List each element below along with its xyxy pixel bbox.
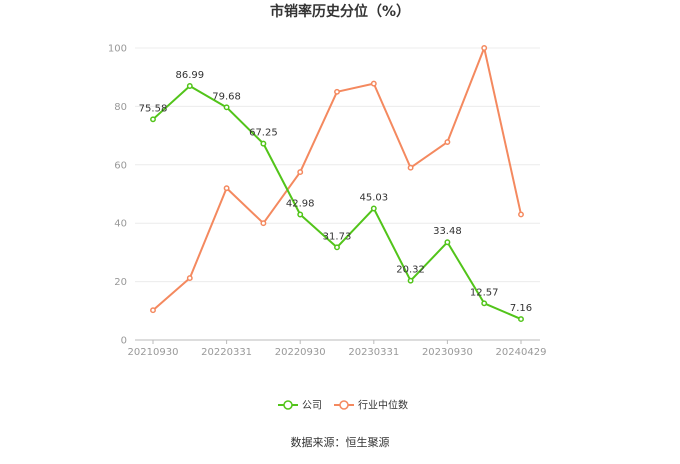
- data-point: [407, 164, 414, 171]
- data-point: [518, 211, 524, 218]
- data-point: [150, 307, 156, 314]
- data-point: [260, 220, 267, 227]
- x-tick-label: 20220930: [275, 347, 326, 358]
- axes: 0 20 40 60 80 100 20210930 20220331 20220930 2023…: [108, 44, 547, 359]
- data-point: [186, 83, 193, 89]
- data-point: [297, 211, 304, 218]
- data-point: [297, 169, 304, 176]
- data-point: [481, 300, 488, 307]
- data-point: [444, 139, 451, 145]
- data-source-note: 数据来源：恒生聚源: [291, 435, 390, 449]
- data-point: [150, 116, 156, 123]
- legend-marker-1: [339, 400, 349, 410]
- data-point: [444, 239, 451, 246]
- data-point: [186, 275, 193, 282]
- series-lines: [150, 45, 524, 323]
- data-label: 45.03: [359, 193, 388, 204]
- y-tick-label: 20: [114, 277, 127, 288]
- data-label: 79.68: [212, 91, 241, 102]
- y-tick-label: 80: [114, 102, 127, 113]
- x-tick-label: 20230331: [348, 347, 399, 358]
- legend-label-1: 行业中位数: [358, 399, 408, 412]
- data-point: [223, 185, 230, 192]
- data-label: 42.98: [286, 198, 315, 209]
- data-label: 86.99: [175, 70, 204, 81]
- grid-lines: [135, 47, 540, 283]
- data-label: 7.16: [510, 303, 532, 314]
- data-point: [223, 104, 230, 111]
- data-label: 31.73: [323, 231, 352, 242]
- y-tick-label: 100: [108, 44, 127, 55]
- data-point: [334, 88, 340, 95]
- data-point: [260, 140, 267, 147]
- data-point: [370, 205, 377, 212]
- data-label: 20.32: [396, 265, 425, 276]
- y-tick-label: 0: [121, 336, 127, 347]
- data-point: [334, 244, 340, 251]
- legend: 公司 行业中位数: [278, 399, 408, 412]
- data-label: 75.58: [139, 103, 168, 114]
- legend-label-0: 公司: [302, 401, 322, 412]
- data-label: 67.25: [249, 128, 278, 139]
- data-labels: 75.58 86.99 79.68 67.25 42.98 31.73 45.03 20.32…: [139, 70, 532, 314]
- data-label: 12.57: [470, 287, 499, 298]
- y-tick-label: 60: [114, 160, 127, 171]
- data-point: [370, 80, 377, 87]
- data-point: [407, 277, 414, 284]
- x-tick-label: 20230930: [422, 347, 473, 358]
- x-tick-label: 20210930: [128, 347, 179, 358]
- data-point: [518, 316, 524, 323]
- legend-marker-0: [283, 400, 293, 410]
- chart-title: 市销率历史分位（%）: [270, 3, 410, 20]
- x-tick-label: 20220331: [201, 347, 252, 358]
- data-point: [481, 45, 488, 51]
- x-tick-label: 20240429: [496, 347, 547, 358]
- y-tick-label: 40: [114, 219, 127, 230]
- data-label: 33.48: [433, 226, 462, 237]
- series-line-0: [152, 84, 522, 321]
